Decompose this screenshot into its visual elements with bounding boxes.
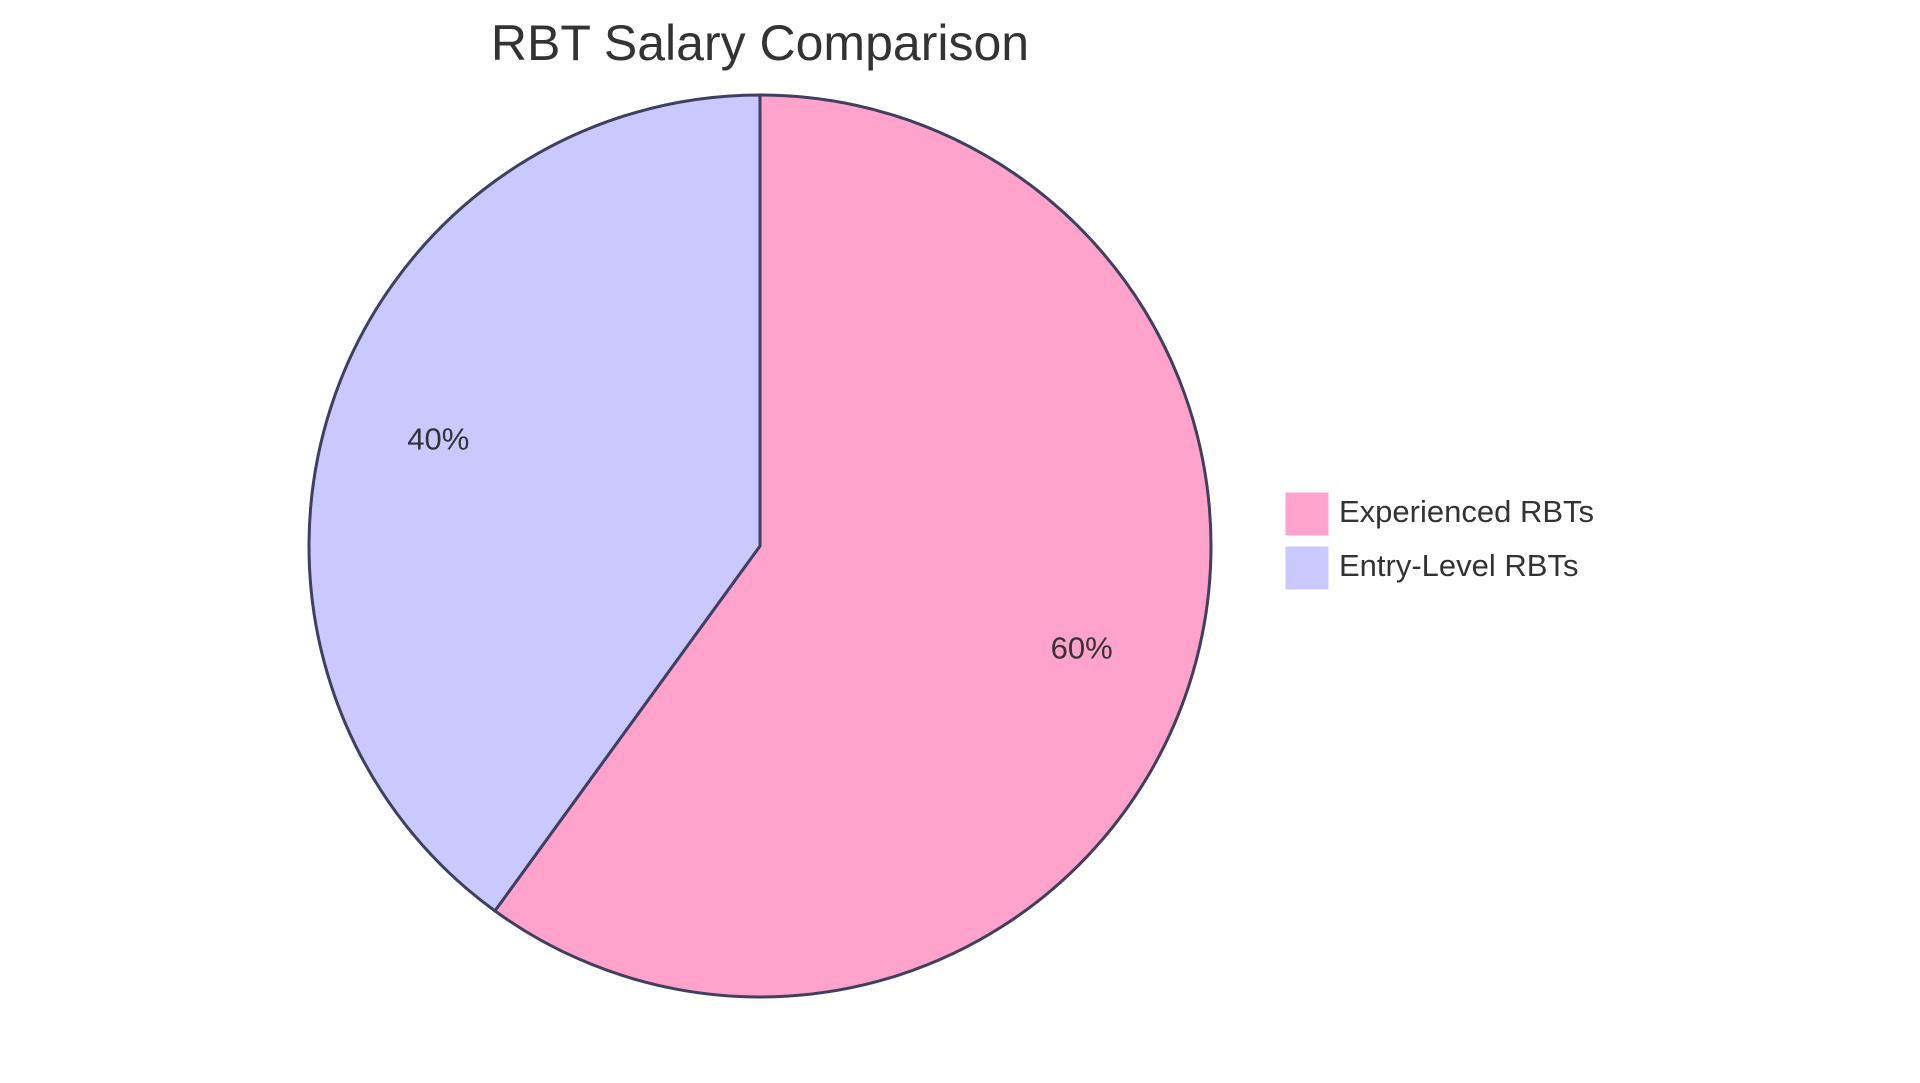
pie-slice-labels: 60% 40%	[407, 422, 1112, 666]
pie-slice-entry-level-rbts	[307, 93, 762, 913]
pie-slices	[307, 93, 1213, 999]
legend-label-experienced-rbts: Experienced RBTs	[1339, 494, 1594, 529]
chart-title: RBT Salary Comparison	[491, 15, 1029, 71]
legend-swatch-experienced-rbts	[1284, 491, 1330, 537]
pie-slice-experienced-rbts	[493, 93, 1213, 999]
legend-label-entry-level-rbts: Entry-Level RBTs	[1339, 548, 1578, 583]
slice-label-entry-level-rbts: 40%	[407, 422, 469, 457]
legend-swatch-entry-level-rbts	[1284, 545, 1330, 591]
slice-label-experienced-rbts: 60%	[1051, 631, 1113, 666]
legend: Experienced RBTs Entry-Level RBTs	[1284, 491, 1594, 591]
